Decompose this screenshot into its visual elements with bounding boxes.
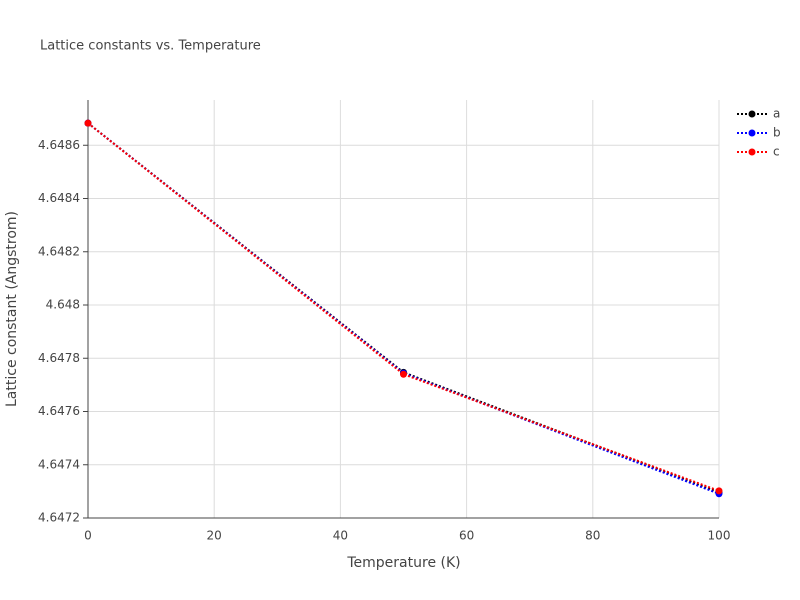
x-tick-label: 80	[585, 529, 600, 543]
y-tick-label: 4.6484	[38, 191, 80, 205]
legend-label: a	[773, 107, 780, 121]
y-tick-label: 4.6478	[38, 351, 80, 365]
x-tick-label: 0	[84, 529, 92, 543]
legend-marker	[748, 148, 756, 156]
y-tick-label: 4.6474	[38, 457, 80, 471]
legend-label: c	[773, 145, 780, 159]
y-tick-label: 4.6476	[38, 404, 80, 418]
point	[400, 370, 407, 378]
series-line	[87, 122, 720, 492]
y-tick-label: 4.6486	[38, 138, 80, 152]
x-tick-label: 20	[207, 529, 222, 543]
series-line	[87, 122, 720, 495]
y-axis-title: Lattice constant (Angstrom)	[4, 211, 20, 407]
x-tick-label: 40	[333, 529, 348, 543]
x-tick-label: 60	[459, 529, 474, 543]
x-axis-title: Temperature (K)	[346, 555, 460, 571]
x-tick-label: 100	[708, 529, 731, 543]
legend-label: b	[773, 126, 781, 140]
y-tick-label: 4.648	[46, 298, 80, 312]
point	[715, 487, 723, 495]
chart-title: Lattice constants vs. Temperature	[40, 39, 261, 54]
legend-marker	[748, 129, 756, 137]
series-line	[87, 122, 720, 494]
y-tick-label: 4.6472	[38, 511, 80, 525]
legend-marker	[748, 110, 756, 118]
y-tick-label: 4.6482	[38, 244, 80, 258]
point	[84, 119, 92, 127]
